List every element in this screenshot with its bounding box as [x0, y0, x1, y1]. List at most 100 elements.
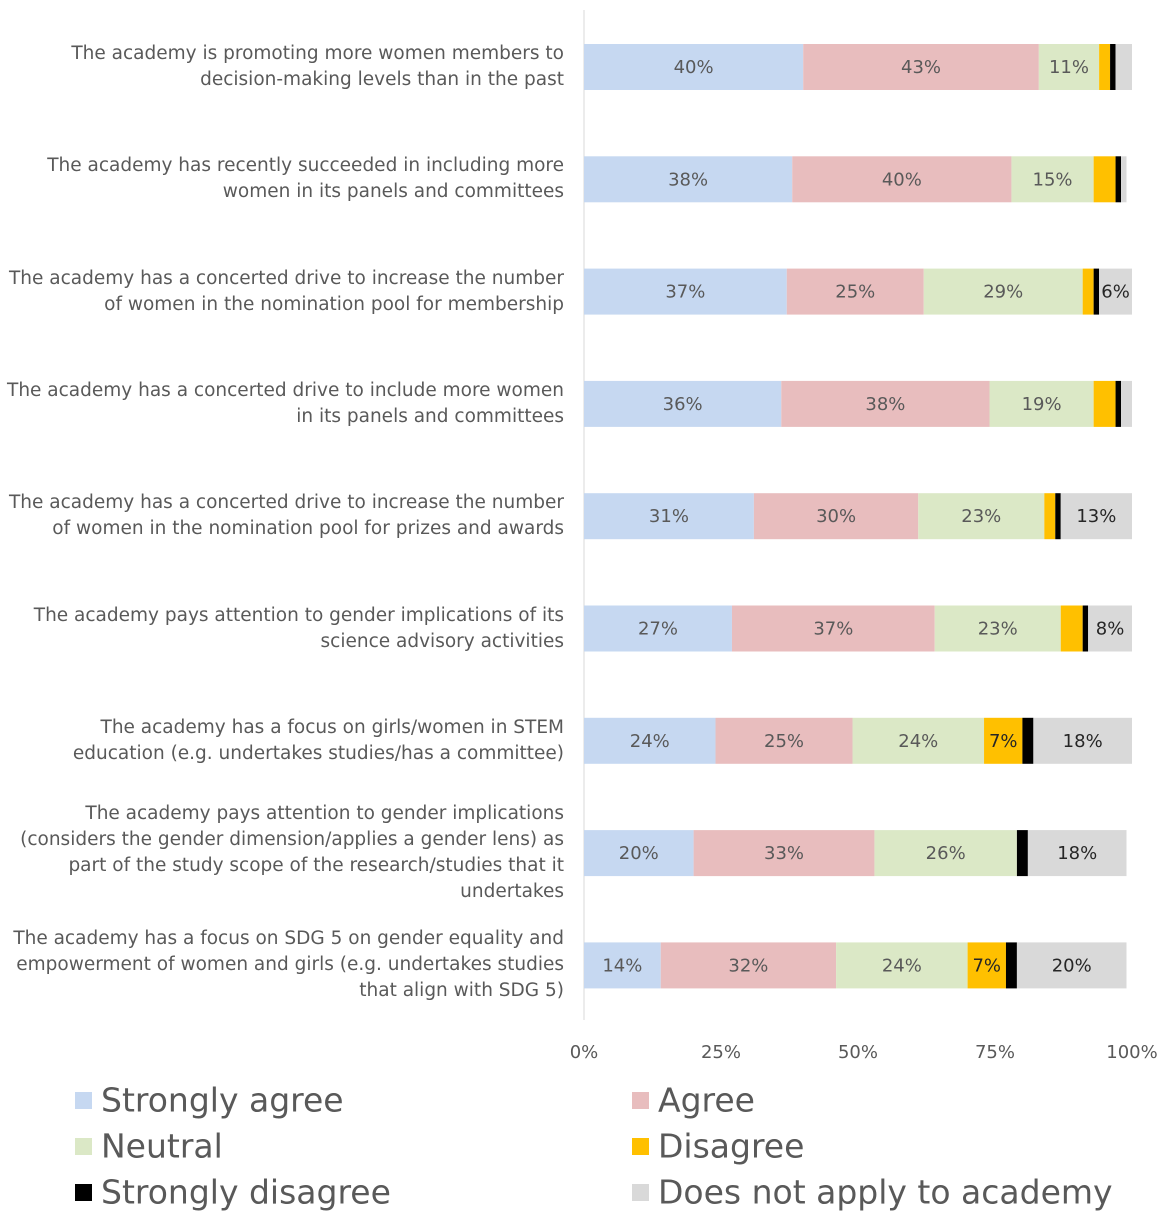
bar-segment — [874, 830, 1017, 877]
data-label: 11% — [1049, 57, 1089, 78]
bar-segment — [1044, 493, 1056, 540]
bar-segment — [1099, 268, 1132, 315]
bar-segment — [1115, 44, 1132, 90]
category-label: The academy has a concerted drive to inc… — [7, 379, 564, 427]
x-tick-label: 75% — [975, 1042, 1015, 1063]
data-label: 23% — [961, 506, 1001, 527]
data-label: 6% — [1101, 282, 1130, 303]
bar-segment — [584, 717, 716, 764]
bar-segment — [1033, 717, 1132, 764]
data-label: 20% — [619, 843, 659, 864]
x-tick-label: 25% — [701, 1042, 741, 1063]
bar-segment — [731, 605, 935, 652]
category-label: The academy has a focus on girls/women i… — [72, 716, 564, 764]
data-label: 40% — [882, 169, 922, 190]
x-tick-label: 0% — [570, 1042, 599, 1063]
bar-segment — [715, 717, 853, 764]
data-label: 19% — [1022, 394, 1062, 415]
bar-segment — [1110, 44, 1116, 90]
bar-segment — [584, 268, 787, 315]
bar-segment — [584, 493, 754, 540]
bar-segment — [984, 717, 1023, 764]
bar-segment — [584, 830, 694, 877]
data-label: 25% — [764, 731, 804, 752]
bar-segment — [1005, 942, 1017, 989]
category-label: The academy pays attention to gender imp… — [33, 604, 564, 652]
category-label: The academy has a focus on SDG 5 on gend… — [13, 928, 564, 1002]
legend-swatch — [632, 1092, 649, 1109]
category-label: The academy has a concerted drive to inc… — [9, 267, 564, 315]
bar-segment — [934, 605, 1061, 652]
bar-segment — [1082, 605, 1089, 652]
bar-segment — [1027, 830, 1127, 877]
bar-segment — [1115, 380, 1122, 427]
data-label: 31% — [649, 506, 689, 527]
bar-segment — [1055, 493, 1061, 540]
data-label: 37% — [665, 282, 705, 303]
data-label: 43% — [901, 57, 941, 78]
bar-segment — [584, 942, 661, 989]
bar-segment — [1115, 156, 1122, 203]
legend-swatch — [632, 1184, 649, 1201]
legend-label: Strongly disagree — [101, 1173, 391, 1211]
data-label: 37% — [813, 619, 853, 640]
category-label: The academy pays attention to gender imp… — [20, 803, 564, 903]
data-label: 18% — [1063, 731, 1103, 752]
data-label: 36% — [663, 394, 703, 415]
legend-label: Strongly agree — [101, 1081, 344, 1120]
x-tick-label: 50% — [838, 1042, 878, 1063]
data-label: 30% — [816, 506, 856, 527]
bar-segment — [918, 493, 1045, 540]
bar-segment — [967, 942, 1006, 989]
bar-segment — [792, 156, 1012, 203]
bar-segment — [852, 717, 985, 764]
bar-segment — [1038, 44, 1100, 90]
bar-segment — [753, 493, 919, 540]
data-label: 23% — [978, 619, 1018, 640]
data-label: 38% — [865, 394, 905, 415]
category-label: The academy is promoting more women memb… — [71, 43, 564, 90]
data-label: 24% — [630, 731, 670, 752]
bar-segment — [1016, 830, 1028, 877]
bar-segment — [836, 942, 968, 989]
bar-segment — [584, 156, 793, 203]
legend-label: Disagree — [658, 1127, 804, 1166]
data-label: 40% — [674, 57, 714, 78]
legend-swatch — [75, 1092, 92, 1109]
bar-segment — [1099, 44, 1111, 90]
data-label: 7% — [989, 731, 1018, 752]
bar-segment — [1060, 493, 1132, 540]
bar-segment — [1093, 268, 1100, 315]
bar-segment — [584, 605, 732, 652]
legend-label: Agree — [658, 1081, 755, 1120]
bar-segment — [1121, 380, 1132, 427]
legend-swatch — [75, 1184, 92, 1201]
bar-segment — [1082, 268, 1094, 315]
category-label: The academy has a concerted drive to inc… — [9, 492, 564, 540]
bar-segment — [1093, 156, 1116, 203]
bar-segment — [803, 44, 1039, 90]
x-tick-label: 100% — [1106, 1042, 1157, 1063]
data-label: 29% — [983, 282, 1023, 303]
legend-swatch — [632, 1138, 649, 1155]
data-label: 13% — [1076, 506, 1116, 527]
bar-segment — [660, 942, 837, 989]
bar-segment — [1016, 942, 1127, 989]
bar-segment — [1022, 717, 1034, 764]
bar-segment — [989, 380, 1094, 427]
data-label: 20% — [1052, 955, 1092, 976]
bar-segment — [781, 380, 990, 427]
bar-segment — [923, 268, 1083, 315]
data-label: 26% — [926, 843, 966, 864]
legend-label: Neutral — [101, 1127, 223, 1166]
data-label: 25% — [835, 282, 875, 303]
bar-segment — [1093, 380, 1116, 427]
legend-label: Does not apply to academy — [658, 1173, 1113, 1211]
bar-segment — [584, 380, 782, 427]
bar-segment — [1060, 605, 1083, 652]
data-label: 15% — [1033, 169, 1073, 190]
data-label: 33% — [764, 843, 804, 864]
data-label: 18% — [1057, 843, 1097, 864]
